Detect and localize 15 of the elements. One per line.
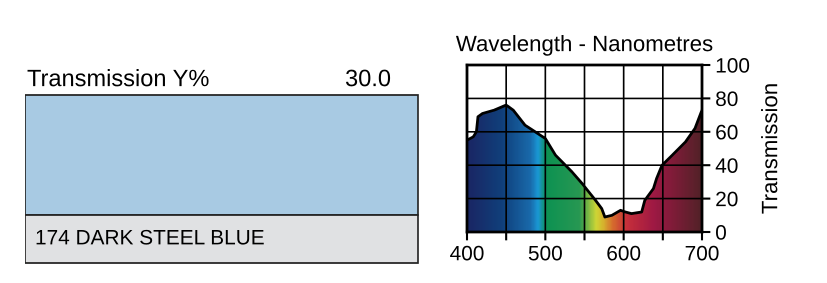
y-tick-label: 40 bbox=[716, 158, 738, 173]
y-tick-label: 80 bbox=[716, 91, 738, 106]
y-tick-label: 20 bbox=[716, 192, 738, 206]
y-axis-title: Transmission bbox=[761, 84, 778, 214]
x-tick-label: 600 bbox=[607, 246, 640, 260]
x-axis-title: Wavelength - Nanometres bbox=[456, 35, 712, 56]
text: 174 DARK STEEL BLUE bbox=[36, 230, 264, 245]
text: Transmission Y% bbox=[28, 68, 209, 86]
y-tick-label: 100 bbox=[716, 58, 750, 73]
y-tick-label: 60 bbox=[716, 124, 738, 140]
x-tick-label: 400 bbox=[450, 246, 484, 260]
x-tick-label: 500 bbox=[528, 246, 562, 260]
y-tick-label: 0 bbox=[716, 225, 726, 240]
text: 30.0 bbox=[346, 70, 390, 86]
x-tick-label: 700 bbox=[686, 246, 719, 260]
